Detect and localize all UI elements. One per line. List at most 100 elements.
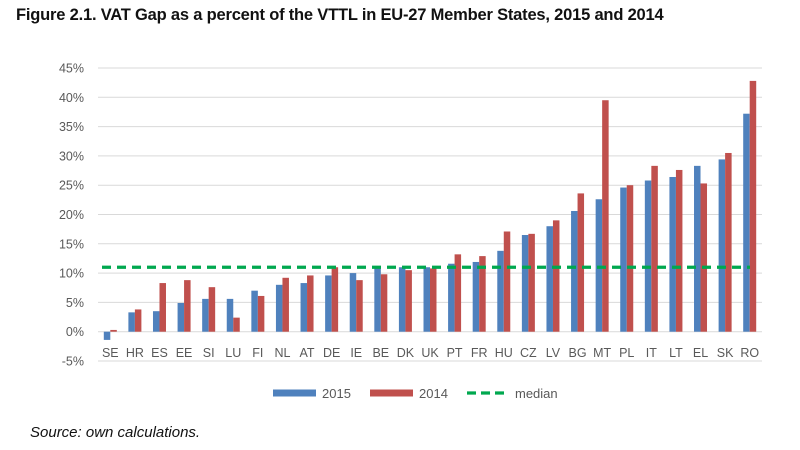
y-tick-label: 30% — [59, 149, 84, 163]
bar-2014-SI — [208, 287, 216, 332]
legend: 2015 2014 median — [273, 386, 558, 401]
x-tick-label: EL — [693, 346, 708, 360]
x-tick-label: AT — [300, 346, 315, 360]
bar-2015-RO — [743, 113, 750, 332]
x-tick-label: IE — [350, 346, 362, 360]
bar-2014-BG — [577, 193, 585, 332]
x-axis-ticks: SE HR ES EE SI LU FI NL AT DE IE BE DK UK PT FR HU CZ LV BG… — [102, 346, 759, 360]
x-tick-label: EE — [176, 346, 193, 360]
x-tick-label: FI — [252, 346, 263, 360]
bar-2014-EE — [184, 280, 191, 332]
bar-2014-LU — [233, 317, 240, 332]
x-tick-label: HU — [495, 346, 513, 360]
legend-label: 2014 — [419, 386, 448, 401]
y-tick-label: 20% — [59, 208, 84, 222]
bar-2014-LV — [552, 220, 560, 332]
x-tick-label: IT — [646, 346, 657, 360]
bar-2014-FI — [257, 295, 265, 332]
x-tick-label: DE — [323, 346, 340, 360]
bar-2014-EL — [700, 183, 708, 332]
bar-2015-HR — [128, 312, 135, 332]
x-tick-label: LV — [546, 346, 561, 360]
x-tick-label: FR — [471, 346, 488, 360]
bar-2015-IE — [349, 273, 357, 332]
bar-2015-AT — [300, 283, 308, 332]
bar-2014-SE — [110, 329, 117, 332]
legend-item-2015: 2015 — [273, 386, 351, 401]
bar-2015-HU — [497, 250, 504, 332]
x-tick-label: MT — [593, 346, 611, 360]
bar-2015-LV — [546, 226, 553, 332]
x-tick-label: PL — [619, 346, 634, 360]
bar-2015-BE — [374, 268, 381, 332]
bar-2014-SK — [725, 152, 732, 332]
x-tick-label: DK — [397, 346, 415, 360]
bar-2014-DE — [331, 267, 339, 332]
x-tick-label: LT — [669, 346, 683, 360]
x-tick-label: CZ — [520, 346, 537, 360]
y-tick-label: 0% — [66, 325, 84, 339]
legend-item-2014: 2014 — [370, 386, 448, 401]
bar-2014-LT — [675, 169, 683, 332]
x-tick-label: BG — [569, 346, 587, 360]
bar-2015-ES — [152, 311, 160, 332]
bar-2014-DK — [405, 270, 412, 332]
bar-2014-IE — [356, 280, 363, 332]
x-tick-label: SK — [717, 346, 734, 360]
bars — [103, 80, 757, 340]
bar-2015-SI — [202, 298, 209, 332]
x-tick-label: LU — [225, 346, 241, 360]
y-tick-label: 45% — [59, 62, 84, 76]
x-tick-label: PT — [447, 346, 463, 360]
bar-2014-FR — [479, 256, 486, 332]
bar-2014-CZ — [528, 233, 535, 332]
x-tick-label: RO — [740, 346, 759, 360]
y-tick-label: -5% — [62, 355, 84, 369]
y-tick-label: 15% — [59, 237, 84, 251]
x-tick-label: BE — [372, 346, 389, 360]
x-tick-label: NL — [274, 346, 290, 360]
bar-2014-RO — [749, 80, 757, 332]
bar-2015-PL — [620, 187, 627, 332]
y-tick-label: 40% — [59, 91, 84, 105]
bar-2015-FI — [251, 290, 258, 332]
bar-2014-HR — [134, 309, 142, 332]
bar-2014-UK — [430, 268, 437, 332]
bar-2015-DE — [325, 275, 332, 332]
figure-title: Figure 2.1. VAT Gap as a percent of the … — [16, 6, 664, 24]
bar-2014-AT — [307, 275, 314, 332]
bar-2014-ES — [159, 283, 166, 332]
bar-2014-IT — [651, 165, 658, 332]
bar-2015-NL — [275, 284, 283, 332]
bar-2014-NL — [282, 277, 289, 332]
bar-2015-EL — [694, 165, 701, 332]
legend-label: 2015 — [322, 386, 351, 401]
bar-2014-PT — [454, 254, 462, 332]
legend-label: median — [515, 386, 558, 401]
bar-2015-UK — [423, 267, 430, 332]
bar-2015-SK — [718, 159, 726, 332]
legend-swatch — [273, 389, 316, 397]
x-tick-label: HR — [126, 346, 144, 360]
bar-2015-MT — [595, 199, 603, 332]
y-tick-label: 5% — [66, 296, 84, 310]
y-tick-label: 35% — [59, 120, 84, 134]
bar-2015-LU — [226, 298, 234, 332]
bar-2015-EE — [177, 302, 185, 332]
y-tick-label: 25% — [59, 179, 84, 193]
x-tick-label: SI — [203, 346, 215, 360]
legend-item-median: median — [467, 386, 558, 401]
x-tick-label: UK — [421, 346, 439, 360]
bar-2015-LT — [669, 176, 676, 332]
bar-2015-IT — [644, 180, 652, 332]
source-note: Source: own calculations. — [30, 424, 201, 441]
bar-2015-SE — [103, 331, 111, 340]
legend-swatch — [370, 389, 413, 397]
bar-2014-PL — [626, 185, 634, 332]
bar-2015-CZ — [521, 235, 529, 332]
bar-2015-PT — [448, 263, 455, 332]
x-tick-label: SE — [102, 346, 119, 360]
bar-2015-BG — [571, 210, 578, 332]
y-axis-ticks: -5% 0% 5% 10% 15% 20% 25% 30% 35% 40% 45% — [59, 62, 84, 369]
